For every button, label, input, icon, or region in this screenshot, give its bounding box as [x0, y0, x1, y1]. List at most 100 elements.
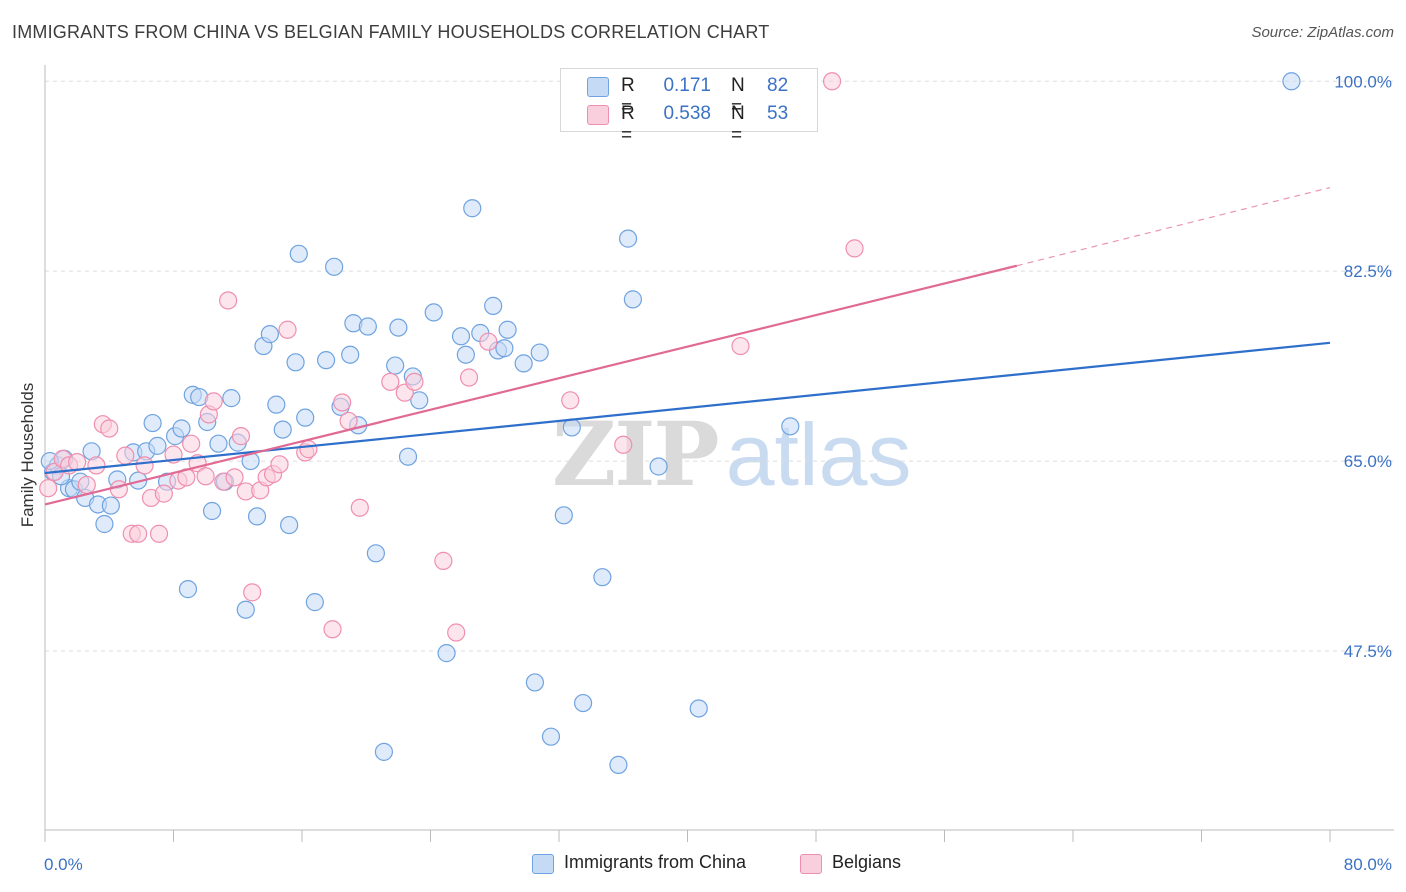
legend-n-value: 53: [767, 103, 789, 124]
china-point: [366, 544, 385, 563]
belgian-point: [129, 524, 148, 543]
china-point: [296, 408, 315, 427]
china-point: [498, 320, 517, 339]
china-point: [143, 413, 162, 433]
belgian-point: [405, 372, 424, 391]
china-point: [389, 318, 408, 337]
belgian-point: [154, 484, 173, 503]
china-point: [386, 356, 405, 375]
china-point: [593, 568, 612, 587]
belgian-trend-extension: [1016, 187, 1331, 267]
belgian-point: [731, 336, 750, 356]
china-point: [554, 506, 573, 525]
china-point: [305, 593, 324, 612]
belgian-point: [116, 446, 135, 465]
china-point: [236, 600, 255, 619]
belgian-trend-line: [44, 264, 1018, 506]
y-tick-label: 47.5%: [1344, 642, 1392, 661]
x-tick-label-min: 0.0%: [44, 855, 83, 874]
china-point: [1282, 72, 1301, 91]
belgian-point: [231, 427, 251, 446]
belgian-point: [77, 475, 96, 495]
belgian-point: [204, 392, 223, 411]
belgian-point: [196, 467, 215, 486]
legend-n-label: N =: [731, 75, 745, 118]
belgian-point: [845, 239, 864, 258]
belgian-point: [243, 583, 262, 602]
belgian-point: [149, 524, 169, 543]
china-point: [623, 290, 642, 309]
china-point: [247, 507, 267, 526]
legend-swatch-china: [587, 77, 609, 97]
china-point: [609, 755, 628, 774]
bottom-legend-swatch-belgians: [800, 854, 822, 874]
legend-r-label: R =: [621, 75, 635, 118]
belgian-point: [225, 468, 244, 487]
watermark: ZIPatlas: [552, 402, 911, 506]
y-tick-label: 82.5%: [1344, 262, 1392, 281]
chart-title: IMMIGRANTS FROM CHINA VS BELGIAN FAMILY …: [12, 22, 770, 42]
china-trend-line: [44, 341, 1331, 475]
china-point: [573, 693, 593, 713]
belgian-point: [39, 479, 58, 498]
belgian-point: [109, 480, 128, 499]
belgian-point: [278, 320, 297, 339]
china-point: [172, 419, 191, 438]
china-point: [325, 257, 344, 276]
belgian-point: [135, 456, 154, 475]
x-tick-label-max: 80.0%: [1344, 855, 1392, 874]
china-point: [398, 447, 418, 466]
china-point: [286, 353, 305, 372]
belgian-point: [350, 498, 369, 517]
belgian-point: [614, 435, 633, 454]
bottom-legend-label-china: Immigrants from China: [564, 852, 747, 872]
belgian-point: [459, 368, 479, 387]
china-point: [289, 244, 308, 263]
bottom-legend-label-belgians: Belgians: [832, 852, 902, 872]
china-point: [463, 199, 482, 218]
belgian-point: [381, 372, 400, 391]
china-point: [649, 457, 668, 476]
legend-n-value: 82: [767, 75, 789, 96]
china-point: [484, 296, 503, 315]
china-point: [280, 515, 299, 535]
belgian-point: [219, 291, 238, 310]
china-point: [374, 742, 394, 761]
china-point: [495, 339, 514, 358]
china-point: [267, 395, 286, 414]
legend-n-label: N =: [731, 103, 745, 146]
y-tick-label: 65.0%: [1344, 452, 1392, 471]
source-label: Source: ZipAtlas.com: [1251, 24, 1394, 41]
china-point: [316, 351, 336, 370]
china-point: [451, 327, 471, 346]
belgian-point: [100, 419, 119, 438]
belgian-point: [182, 434, 201, 453]
china-point: [525, 673, 545, 692]
china-point: [341, 345, 360, 364]
china-point: [530, 343, 549, 362]
china-point: [95, 514, 114, 534]
china-point: [209, 434, 228, 453]
china-point: [178, 580, 198, 599]
china-point: [358, 317, 377, 336]
belgian-point: [447, 623, 466, 642]
legend-r-label: R =: [621, 103, 635, 146]
china-point: [541, 727, 561, 746]
belgian-point: [822, 72, 842, 91]
correlation-legend: R = 0.171 N = 82 R = 0.538 N = 53: [560, 68, 818, 146]
china-point: [101, 496, 120, 515]
china-point: [202, 501, 222, 521]
belgian-point: [270, 455, 289, 474]
belgian-point: [339, 411, 358, 431]
china-point: [781, 417, 800, 436]
belgian-point: [87, 456, 106, 475]
china-point: [273, 420, 292, 439]
china-point: [562, 418, 581, 437]
china-point: [222, 389, 241, 408]
china-point: [437, 644, 456, 663]
y-tick-label: 100.0%: [1334, 72, 1392, 91]
watermark-atlas: atlas: [725, 405, 912, 504]
belgian-point: [561, 391, 580, 410]
legend-r-value: 0.538: [663, 103, 711, 124]
